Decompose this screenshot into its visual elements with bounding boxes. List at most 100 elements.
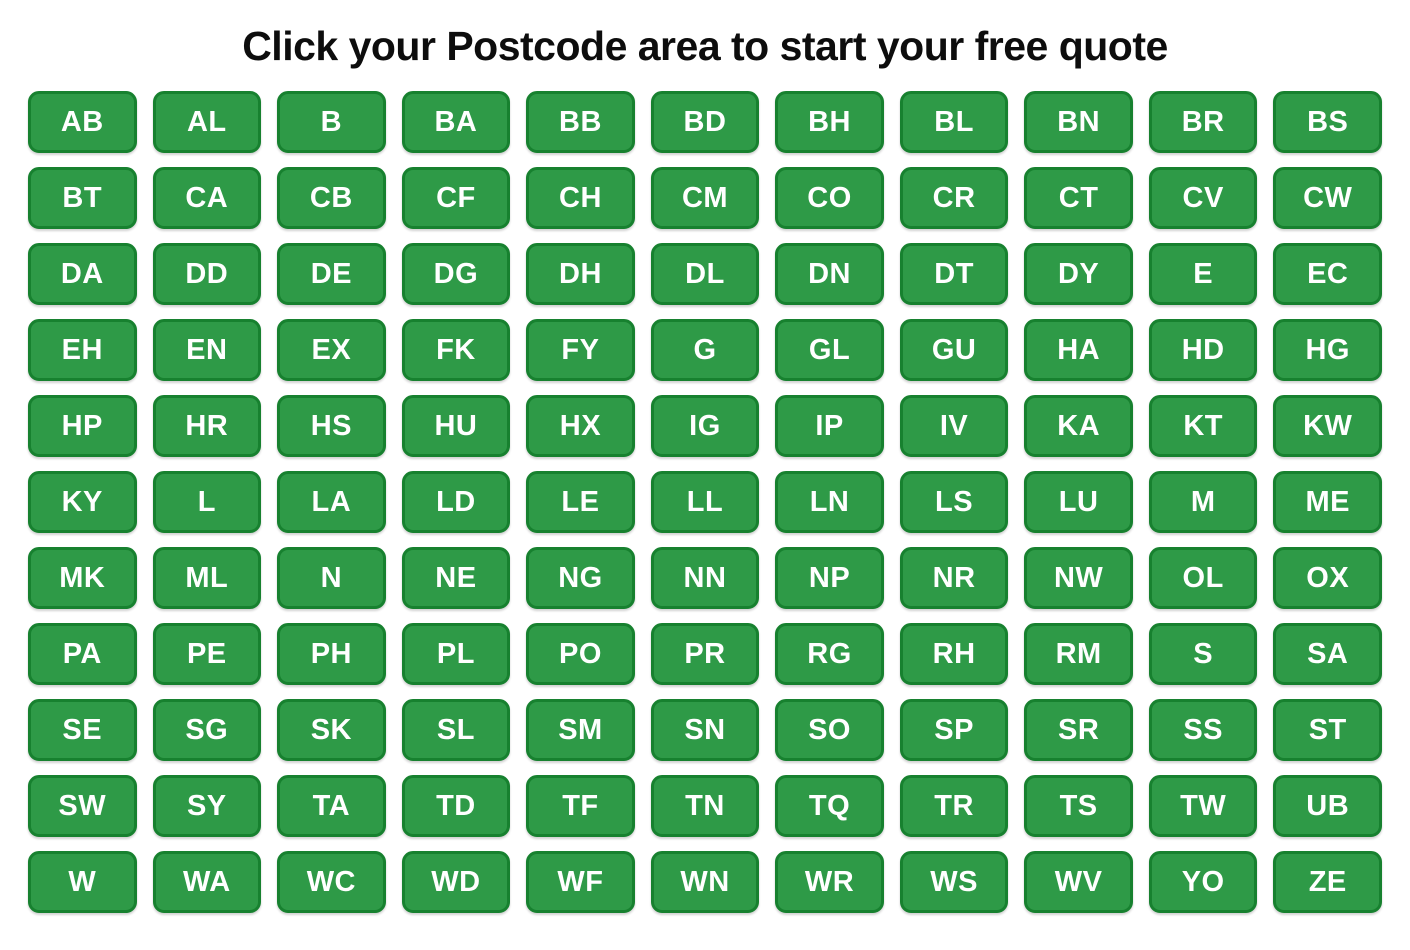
postcode-button-ts[interactable]: TS	[1024, 775, 1133, 838]
postcode-button-gu[interactable]: GU	[899, 319, 1009, 382]
postcode-button-la[interactable]: LA	[277, 471, 386, 534]
postcode-button-td[interactable]: TD	[401, 775, 511, 838]
postcode-button-al[interactable]: AL	[152, 91, 262, 154]
postcode-button-ec[interactable]: EC	[1273, 243, 1382, 306]
postcode-button-ct[interactable]: CT	[1024, 167, 1133, 230]
postcode-button-sw[interactable]: SW	[28, 775, 137, 838]
postcode-button-hs[interactable]: HS	[277, 395, 386, 458]
postcode-button-fk[interactable]: FK	[401, 319, 511, 382]
postcode-button-cf[interactable]: CF	[401, 167, 511, 230]
postcode-button-wv[interactable]: WV	[1024, 851, 1133, 914]
postcode-button-dn[interactable]: DN	[775, 243, 884, 306]
postcode-button-w[interactable]: W	[28, 851, 137, 914]
postcode-button-sl[interactable]: SL	[401, 699, 511, 762]
postcode-button-po[interactable]: PO	[526, 623, 635, 686]
postcode-button-ip[interactable]: IP	[775, 395, 884, 458]
postcode-button-st[interactable]: ST	[1273, 699, 1382, 762]
postcode-button-tw[interactable]: TW	[1148, 775, 1258, 838]
postcode-button-ze[interactable]: ZE	[1273, 851, 1382, 914]
postcode-button-ne[interactable]: NE	[401, 547, 511, 610]
postcode-button-lu[interactable]: LU	[1024, 471, 1133, 534]
postcode-button-bn[interactable]: BN	[1024, 91, 1133, 154]
postcode-button-sr[interactable]: SR	[1024, 699, 1133, 762]
postcode-button-yo[interactable]: YO	[1148, 851, 1258, 914]
postcode-button-bd[interactable]: BD	[650, 91, 760, 154]
postcode-button-eh[interactable]: EH	[28, 319, 137, 382]
postcode-button-cr[interactable]: CR	[899, 167, 1009, 230]
postcode-button-ch[interactable]: CH	[526, 167, 635, 230]
postcode-button-mk[interactable]: MK	[28, 547, 137, 610]
postcode-button-pl[interactable]: PL	[401, 623, 511, 686]
postcode-button-sk[interactable]: SK	[277, 699, 386, 762]
postcode-button-rg[interactable]: RG	[775, 623, 884, 686]
postcode-button-e[interactable]: E	[1148, 243, 1258, 306]
postcode-button-m[interactable]: M	[1148, 471, 1258, 534]
postcode-button-kt[interactable]: KT	[1148, 395, 1258, 458]
postcode-button-sm[interactable]: SM	[526, 699, 635, 762]
postcode-button-tr[interactable]: TR	[899, 775, 1009, 838]
postcode-button-gl[interactable]: GL	[775, 319, 884, 382]
postcode-button-sg[interactable]: SG	[152, 699, 262, 762]
postcode-button-ab[interactable]: AB	[28, 91, 137, 154]
postcode-button-wa[interactable]: WA	[152, 851, 262, 914]
postcode-button-bh[interactable]: BH	[775, 91, 884, 154]
postcode-button-rm[interactable]: RM	[1024, 623, 1133, 686]
postcode-button-ex[interactable]: EX	[277, 319, 386, 382]
postcode-button-cv[interactable]: CV	[1148, 167, 1258, 230]
postcode-button-ls[interactable]: LS	[899, 471, 1009, 534]
postcode-button-nr[interactable]: NR	[899, 547, 1009, 610]
postcode-button-ph[interactable]: PH	[277, 623, 386, 686]
postcode-button-en[interactable]: EN	[152, 319, 262, 382]
postcode-button-wf[interactable]: WF	[526, 851, 635, 914]
postcode-button-nn[interactable]: NN	[650, 547, 760, 610]
postcode-button-nw[interactable]: NW	[1024, 547, 1133, 610]
postcode-button-wd[interactable]: WD	[401, 851, 511, 914]
postcode-button-se[interactable]: SE	[28, 699, 137, 762]
postcode-button-n[interactable]: N	[277, 547, 386, 610]
postcode-button-wc[interactable]: WC	[277, 851, 386, 914]
postcode-button-wr[interactable]: WR	[775, 851, 884, 914]
postcode-button-bb[interactable]: BB	[526, 91, 635, 154]
postcode-button-ba[interactable]: BA	[401, 91, 511, 154]
postcode-button-l[interactable]: L	[152, 471, 262, 534]
postcode-button-ld[interactable]: LD	[401, 471, 511, 534]
postcode-button-g[interactable]: G	[650, 319, 760, 382]
postcode-button-ws[interactable]: WS	[899, 851, 1009, 914]
postcode-button-sn[interactable]: SN	[650, 699, 760, 762]
postcode-button-tf[interactable]: TF	[526, 775, 635, 838]
postcode-button-br[interactable]: BR	[1148, 91, 1258, 154]
postcode-button-dy[interactable]: DY	[1024, 243, 1133, 306]
postcode-button-dd[interactable]: DD	[152, 243, 262, 306]
postcode-button-hx[interactable]: HX	[526, 395, 635, 458]
postcode-button-tn[interactable]: TN	[650, 775, 760, 838]
postcode-button-np[interactable]: NP	[775, 547, 884, 610]
postcode-button-ol[interactable]: OL	[1148, 547, 1258, 610]
postcode-button-iv[interactable]: IV	[899, 395, 1009, 458]
postcode-button-de[interactable]: DE	[277, 243, 386, 306]
postcode-button-co[interactable]: CO	[775, 167, 884, 230]
postcode-button-ml[interactable]: ML	[152, 547, 262, 610]
postcode-button-cw[interactable]: CW	[1273, 167, 1382, 230]
postcode-button-rh[interactable]: RH	[899, 623, 1009, 686]
postcode-button-dg[interactable]: DG	[401, 243, 511, 306]
postcode-button-ca[interactable]: CA	[152, 167, 262, 230]
postcode-button-b[interactable]: B	[277, 91, 386, 154]
postcode-button-dl[interactable]: DL	[650, 243, 760, 306]
postcode-button-ky[interactable]: KY	[28, 471, 137, 534]
postcode-button-so[interactable]: SO	[775, 699, 884, 762]
postcode-button-sy[interactable]: SY	[152, 775, 262, 838]
postcode-button-bt[interactable]: BT	[28, 167, 137, 230]
postcode-button-hd[interactable]: HD	[1148, 319, 1258, 382]
postcode-button-hu[interactable]: HU	[401, 395, 511, 458]
postcode-button-pe[interactable]: PE	[152, 623, 262, 686]
postcode-button-ig[interactable]: IG	[650, 395, 760, 458]
postcode-button-sp[interactable]: SP	[899, 699, 1009, 762]
postcode-button-fy[interactable]: FY	[526, 319, 635, 382]
postcode-button-ln[interactable]: LN	[775, 471, 884, 534]
postcode-button-dh[interactable]: DH	[526, 243, 635, 306]
postcode-button-ha[interactable]: HA	[1024, 319, 1133, 382]
postcode-button-ka[interactable]: KA	[1024, 395, 1133, 458]
postcode-button-tq[interactable]: TQ	[775, 775, 884, 838]
postcode-button-me[interactable]: ME	[1273, 471, 1382, 534]
postcode-button-ng[interactable]: NG	[526, 547, 635, 610]
